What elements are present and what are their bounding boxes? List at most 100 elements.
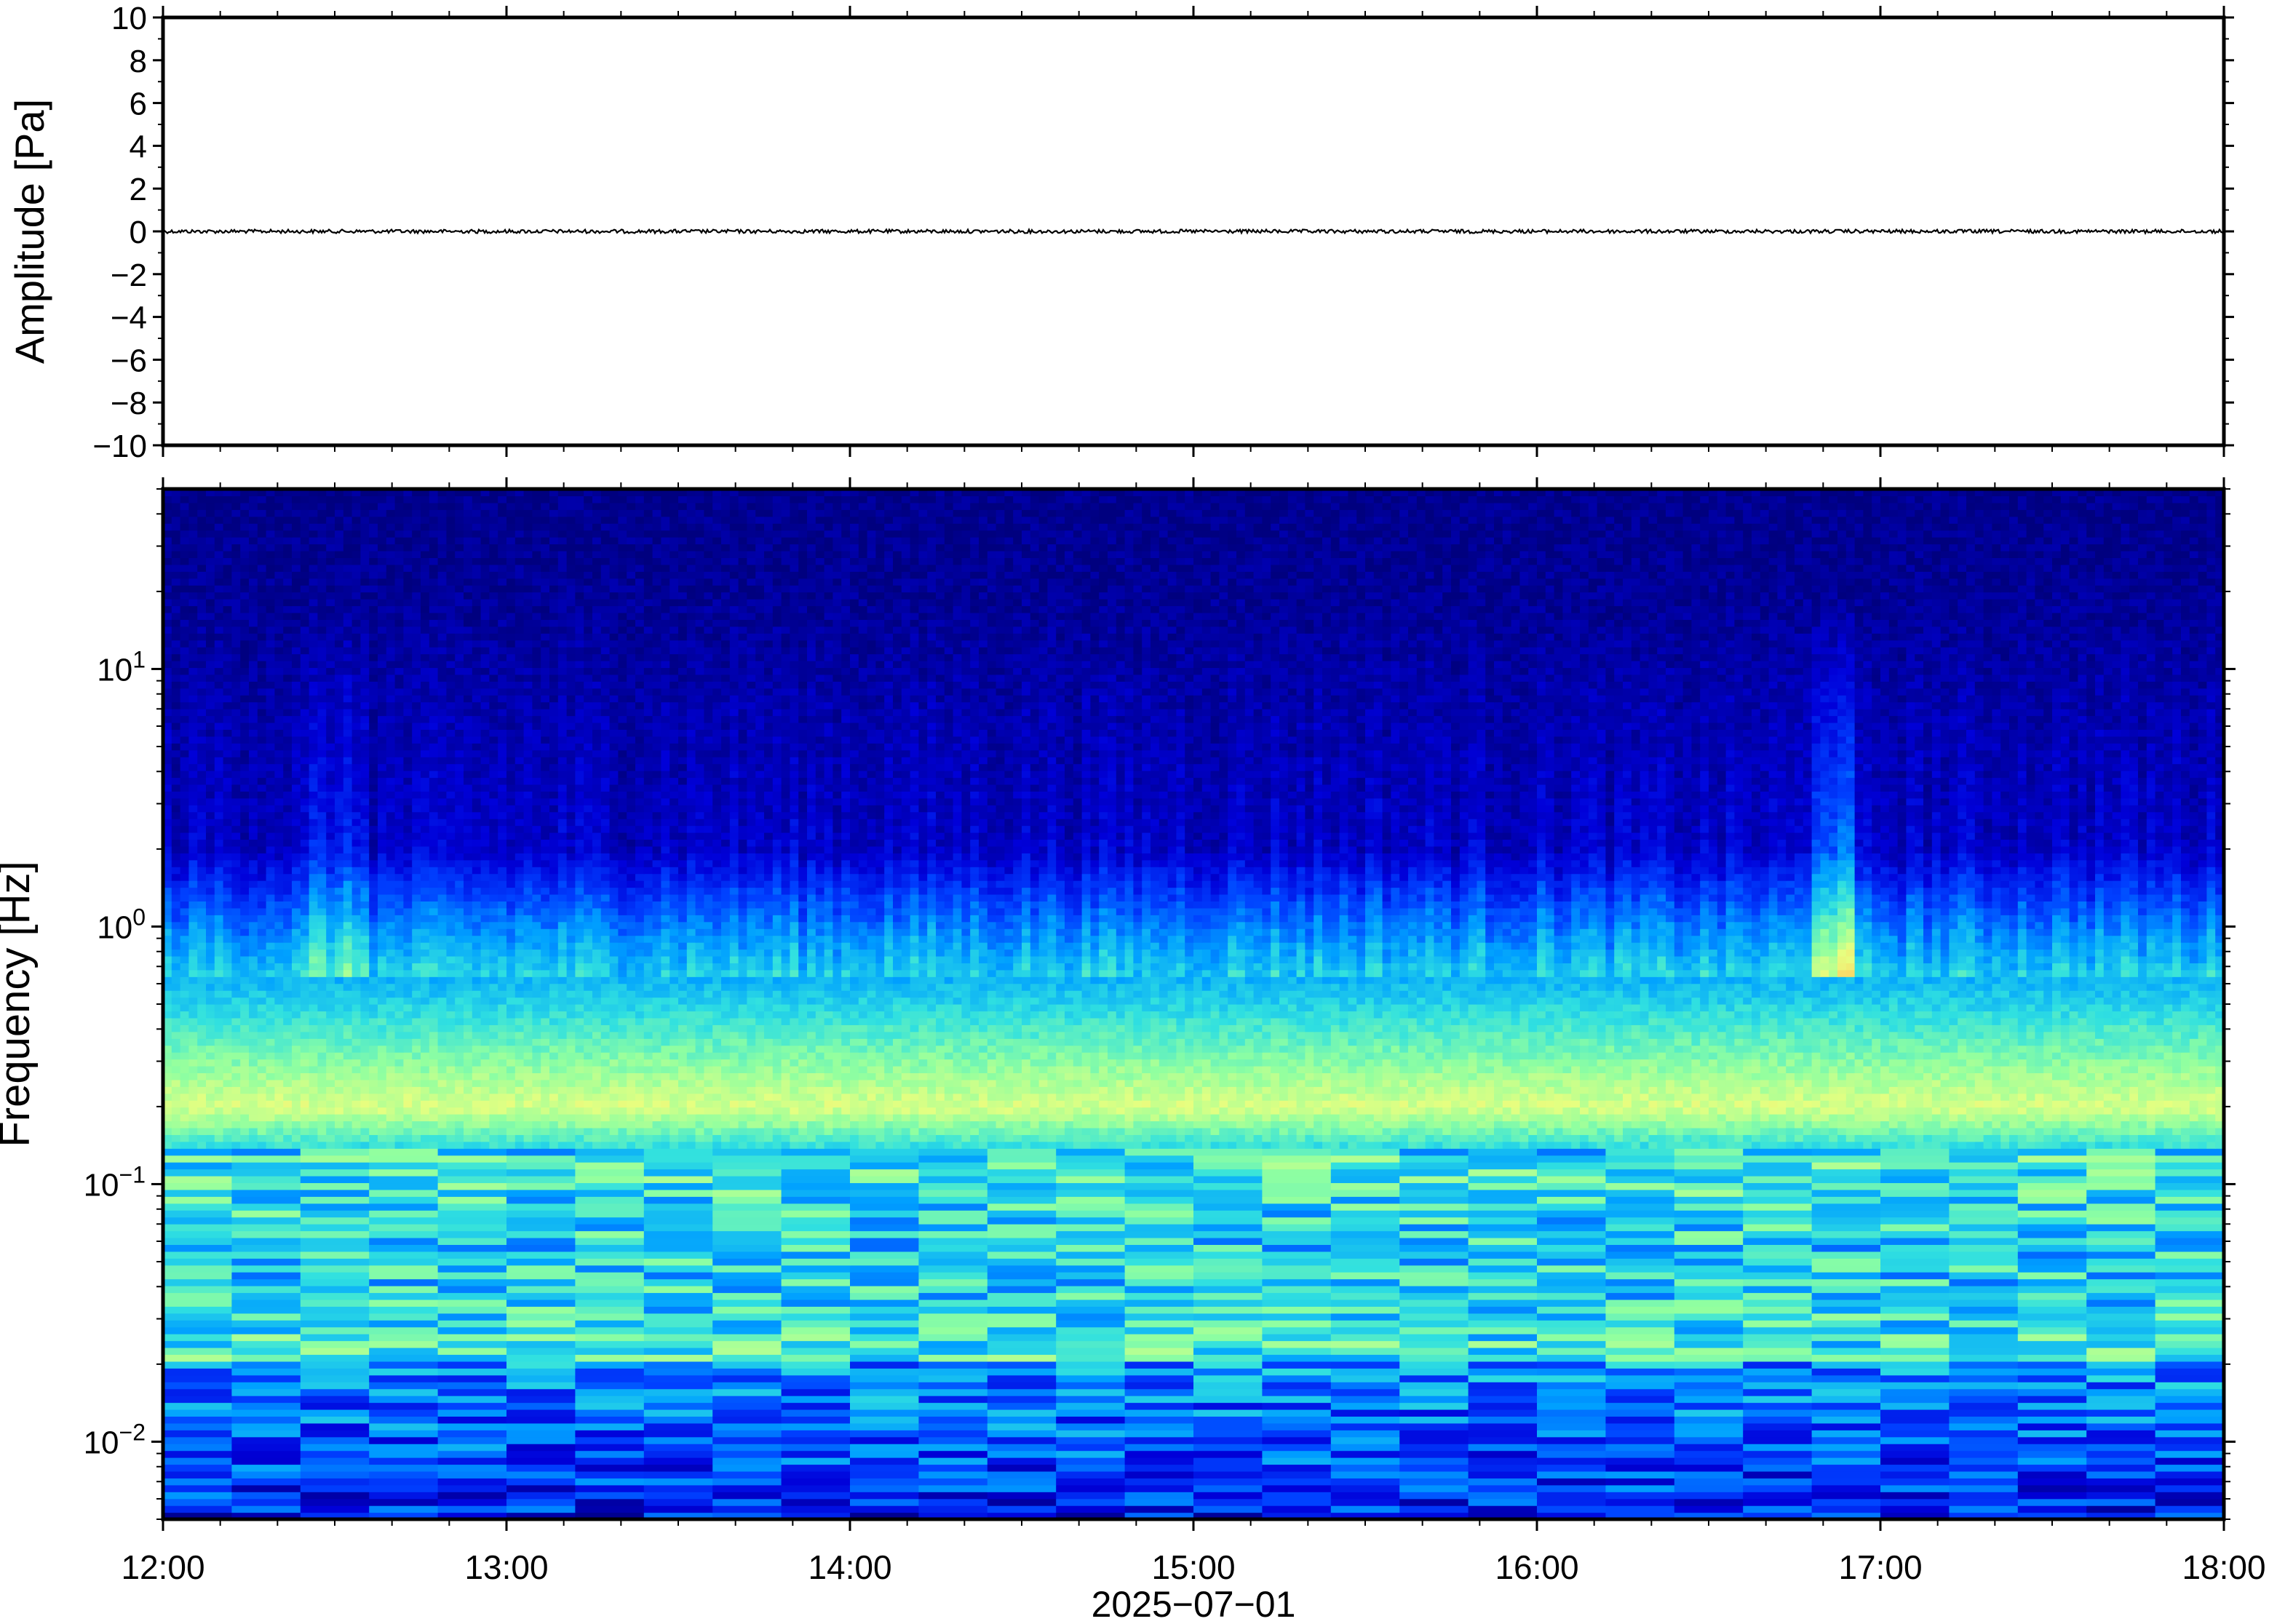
spectrogram-cell bbox=[712, 1444, 782, 1452]
spectrogram-cell bbox=[2069, 1079, 2078, 1087]
spectrogram-cell bbox=[1030, 1100, 1040, 1108]
spectrogram-cell bbox=[1468, 1292, 1538, 1300]
spectrogram-cell bbox=[1906, 1079, 1915, 1087]
spectrogram-cell bbox=[1743, 1478, 1813, 1486]
spectrogram-cell bbox=[575, 1155, 645, 1163]
spectrogram-cell bbox=[1262, 1396, 1332, 1404]
spectrogram-cell bbox=[403, 1114, 413, 1122]
spectrogram-cell bbox=[240, 1141, 250, 1149]
spectrogram-cell bbox=[1682, 1121, 1692, 1129]
spectrogram-cell bbox=[643, 1210, 713, 1218]
spectrogram-cell bbox=[335, 1121, 344, 1129]
spectrogram-cell bbox=[1124, 1272, 1194, 1280]
spectrogram-cell bbox=[1931, 1059, 1942, 1067]
spectrogram-cell bbox=[506, 1086, 516, 1094]
spectrogram-cell bbox=[798, 1114, 808, 1122]
spectrogram-cell bbox=[1811, 1251, 1881, 1259]
spectrogram-cell bbox=[678, 1086, 688, 1094]
spectrogram-cell bbox=[764, 1141, 774, 1149]
spectrogram-cell bbox=[1262, 1072, 1271, 1080]
spectrogram-cell bbox=[2155, 1498, 2224, 1506]
spectrogram-cell bbox=[1829, 1134, 1838, 1142]
spectrogram-cell bbox=[1056, 1086, 1065, 1094]
spectrogram-cell bbox=[1674, 1141, 1684, 1149]
spectrogram-cell bbox=[300, 1251, 370, 1259]
spectrogram-cell bbox=[824, 1093, 833, 1101]
spectrogram-cell bbox=[1494, 1072, 1503, 1080]
spectrogram-cell bbox=[1657, 1107, 1666, 1115]
spectrogram-cell bbox=[464, 1134, 473, 1142]
spectrogram-cell bbox=[584, 1093, 593, 1101]
spectrogram-cell bbox=[257, 1121, 267, 1129]
spectrogram-cell bbox=[970, 1134, 979, 1142]
spectrogram-cell bbox=[669, 1107, 679, 1115]
spectrogram-cell bbox=[163, 1176, 232, 1184]
spectrogram-cell bbox=[1116, 1107, 1126, 1115]
spectrogram-cell bbox=[240, 1052, 250, 1060]
spectrogram-cell bbox=[712, 1134, 722, 1142]
spectrogram-cell bbox=[2017, 1169, 2087, 1177]
spectrogram-cell bbox=[1623, 1059, 1632, 1067]
spectrogram-cell bbox=[1631, 1065, 1641, 1073]
spectrogram-cell bbox=[1674, 1169, 1744, 1177]
spectrogram-cell bbox=[1674, 1155, 1744, 1163]
spectrogram-cell bbox=[833, 1100, 842, 1108]
spectrogram-cell bbox=[2206, 1059, 2216, 1067]
spectrogram-cell bbox=[1717, 1121, 1727, 1129]
spectrogram-cell bbox=[575, 1492, 645, 1500]
spectrogram-cell bbox=[1940, 1059, 1950, 1067]
spectrogram-cell bbox=[2129, 1134, 2139, 1142]
spectrogram-cell bbox=[2155, 1402, 2224, 1410]
spectrogram-cell bbox=[1537, 1141, 1546, 1149]
spectrogram-cell bbox=[575, 1505, 645, 1513]
spectrogram-cell bbox=[446, 1121, 456, 1129]
spectrogram-cell bbox=[695, 1059, 704, 1067]
spectrogram-cell bbox=[1974, 1093, 1984, 1101]
spectrogram-cell bbox=[1287, 1114, 1298, 1122]
spectrogram-cell bbox=[592, 1107, 602, 1115]
spectrogram-cell bbox=[2009, 1086, 2019, 1094]
spectrogram-cell bbox=[1709, 1107, 1718, 1115]
spectrogram-cell bbox=[523, 1093, 533, 1101]
spectrogram-cell bbox=[1330, 1334, 1400, 1342]
spectrogram-cell bbox=[2129, 1141, 2139, 1149]
spectrogram-cell bbox=[2155, 1436, 2224, 1444]
spectrogram-cell bbox=[351, 1114, 361, 1122]
spectrogram-cell bbox=[781, 1217, 851, 1225]
spectrogram-cell bbox=[300, 1203, 370, 1211]
spectrogram-cell bbox=[1099, 1134, 1108, 1142]
spectrogram-cell bbox=[850, 1478, 919, 1486]
spectrogram-cell bbox=[2112, 1079, 2121, 1087]
spectrogram-cell bbox=[824, 1134, 833, 1142]
spectrogram-cell bbox=[214, 1141, 224, 1149]
spectrogram-cell bbox=[1065, 1141, 1074, 1149]
spectrogram-cell bbox=[1743, 1348, 1813, 1356]
spectrogram-cell bbox=[1923, 1121, 1933, 1129]
spectrogram-cell bbox=[1142, 1134, 1151, 1142]
spectrogram-cell bbox=[850, 1114, 859, 1122]
spectrogram-cell bbox=[378, 1065, 387, 1073]
spectrogram-cell bbox=[764, 1086, 774, 1094]
spectrogram-cell bbox=[506, 1306, 576, 1314]
spectrogram-cell bbox=[661, 1121, 670, 1129]
spectrogram-cell bbox=[506, 1217, 576, 1225]
spectrogram-cell bbox=[369, 1409, 439, 1417]
spectrogram-cell bbox=[1056, 1484, 1126, 1492]
spectrogram-cell bbox=[231, 1244, 301, 1252]
spectrogram-cell bbox=[1124, 1230, 1194, 1238]
spectrogram-cell bbox=[1081, 1065, 1091, 1073]
spectrogram-cell bbox=[1262, 1086, 1271, 1094]
spectrogram-cell bbox=[197, 1086, 207, 1094]
spectrogram-cell bbox=[875, 1134, 885, 1142]
spectrogram-cell bbox=[1262, 1127, 1271, 1135]
spectrogram-cell bbox=[403, 1052, 413, 1060]
spectrogram-cell bbox=[1906, 1114, 1915, 1122]
spectrogram-cell bbox=[798, 1072, 808, 1080]
spectrogram-cell bbox=[1399, 1402, 1469, 1410]
spectrogram-cell bbox=[1142, 1127, 1151, 1135]
spectrogram-cell bbox=[1648, 1093, 1658, 1101]
spectrogram-cell bbox=[2103, 1127, 2113, 1135]
spectrogram-cell bbox=[1167, 1127, 1177, 1135]
spectrogram-cell bbox=[1725, 1100, 1735, 1108]
spectrogram-cell bbox=[1640, 1127, 1649, 1135]
